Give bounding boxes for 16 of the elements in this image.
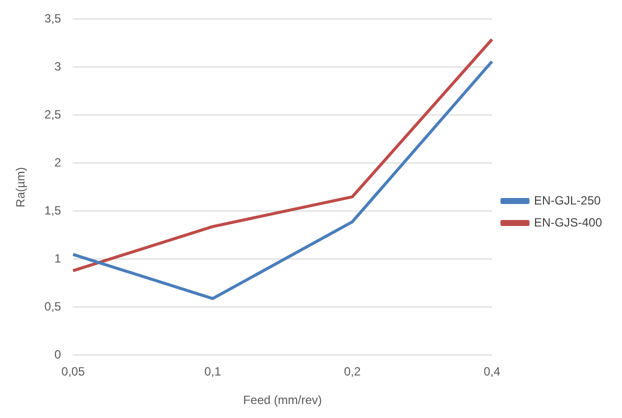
y-axis-title: Ra(µm): [14, 167, 28, 208]
x-tick-label: 0,05: [61, 364, 86, 379]
x-tick-label: 0,4: [484, 364, 501, 379]
x-tick-label: 0,1: [204, 364, 222, 379]
y-tick-label: 3: [54, 60, 62, 74]
x-tick-label: 0,2: [344, 364, 362, 379]
y-tick-label: 2: [54, 156, 62, 170]
y-tick-label: 0,5: [44, 300, 62, 314]
y-tick-label: 0: [54, 348, 62, 362]
y-tick-label: 1: [54, 252, 62, 266]
legend-label: EN-GJS-400: [534, 215, 602, 230]
y-tick-label: 2,5: [44, 108, 62, 122]
y-tick-label: 1,5: [44, 204, 62, 218]
x-axis-title: Feed (mm/rev): [243, 393, 322, 408]
legend-label: EN-GJL-250: [534, 193, 601, 208]
y-tick-label: 3,5: [44, 12, 62, 26]
